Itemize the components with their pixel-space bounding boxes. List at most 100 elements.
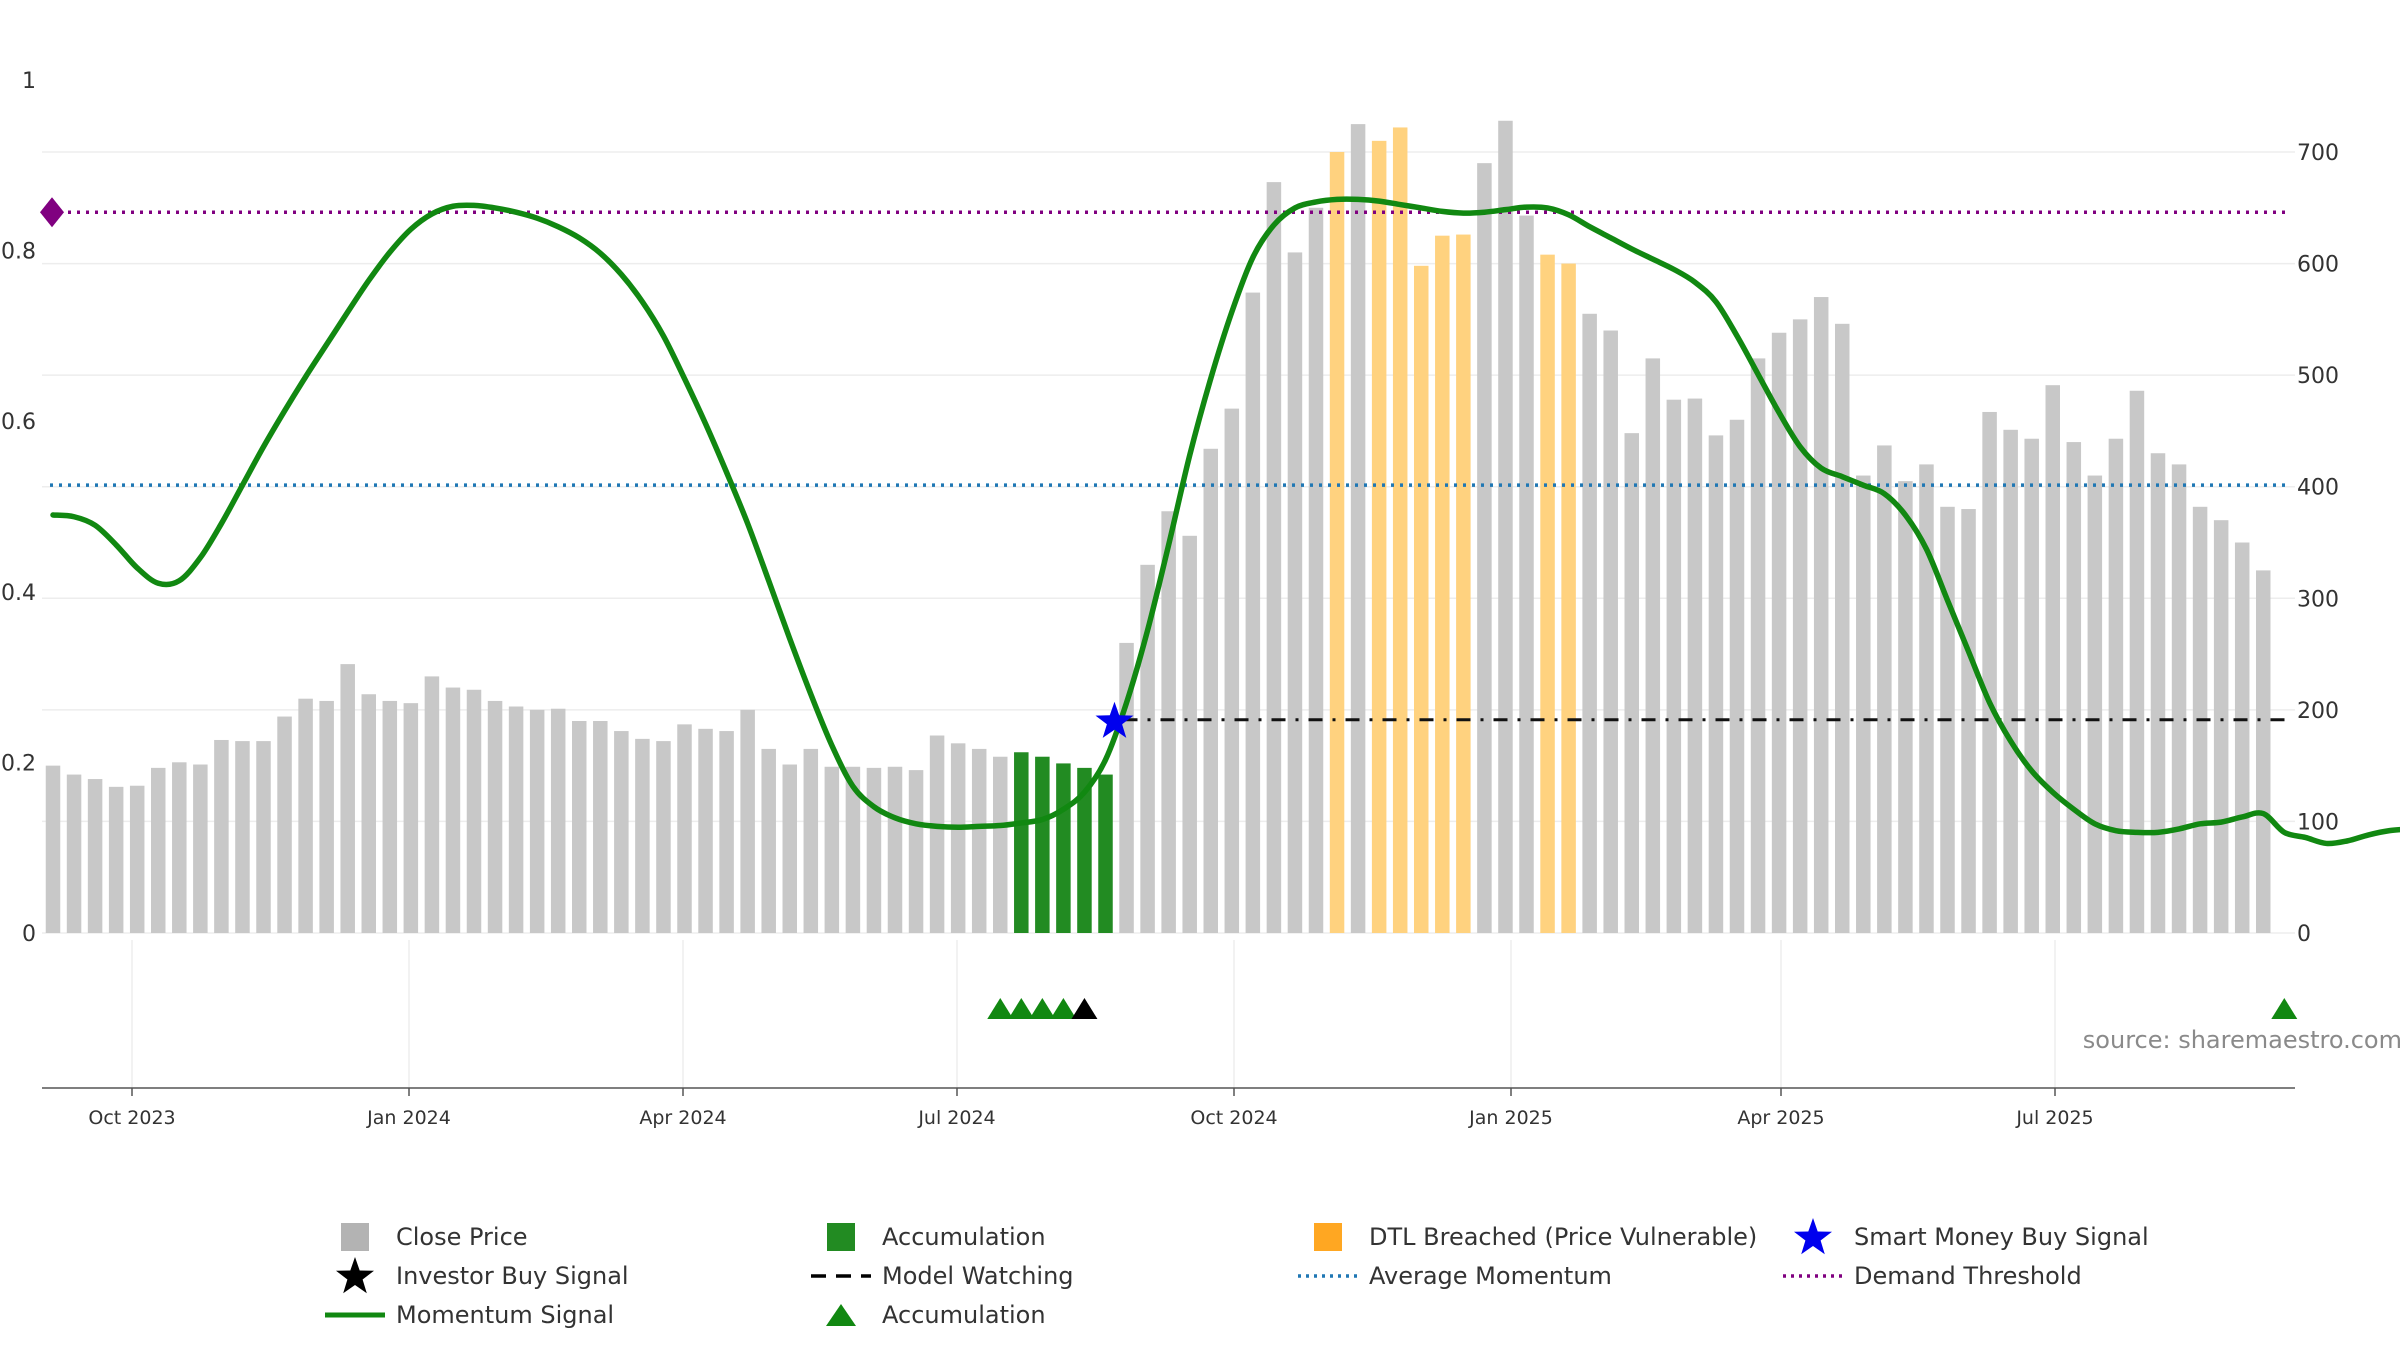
close-price-bar [782, 764, 797, 933]
black-star-icon [336, 1257, 374, 1294]
legend-label: Investor Buy Signal [396, 1262, 629, 1290]
close-price-bar [993, 756, 1008, 933]
legend-label: Accumulation [882, 1223, 1046, 1251]
close-price-bar [1140, 564, 1155, 933]
close-price-bar [108, 786, 124, 933]
accumulation-bar [1077, 767, 1092, 933]
close-price-bar [1624, 433, 1639, 933]
dtl-breached-bar [1414, 265, 1429, 933]
close-price-bar [151, 767, 166, 933]
close-price-bar [424, 676, 440, 933]
close-price-bar [635, 738, 650, 933]
close-price-bar [950, 743, 966, 933]
close-price-bar [824, 766, 840, 933]
x-axis-tick-label: Oct 2024 [1190, 1107, 1277, 1129]
reference-lines [40, 197, 2295, 722]
left-axis-tick-label: 0.8 [1, 240, 36, 265]
signal-markers [987, 701, 2298, 1019]
right-axis-tick-label: 300 [2297, 587, 2339, 612]
x-axis-tick-label: Apr 2024 [639, 1107, 726, 1129]
legend-item: Close Price [341, 1223, 528, 1251]
close-price-bar [193, 764, 208, 933]
accumulation-bar [1098, 774, 1113, 933]
close-price-bar [445, 687, 461, 933]
close-price-bar [382, 700, 398, 933]
legend-item: Smart Money Buy Signal [1794, 1218, 2149, 1255]
accumulation-bar [1056, 763, 1071, 933]
legend-label: Momentum Signal [396, 1301, 614, 1329]
close-price-bar [1750, 358, 1766, 934]
close-price-bar [550, 708, 566, 933]
close-price-bar [1982, 411, 1997, 933]
close-price-bar [2213, 520, 2229, 933]
close-price-bar [1771, 332, 1787, 933]
close-price-bar [403, 703, 419, 933]
close-price-bar [1708, 435, 1724, 933]
left-axis: 0 0.2 0.4 0.6 0.8 1 [1, 69, 36, 947]
close-price-bar [529, 709, 545, 933]
x-axis: Oct 2023 Jan 2024 Apr 2024 Jul 2024 Oct 2024… [42, 1087, 2295, 1129]
close-price-bar [298, 698, 313, 933]
legend-label: Average Momentum [1369, 1262, 1612, 1290]
left-axis-tick-label: 0 [22, 922, 36, 947]
legend-label: Smart Money Buy Signal [1854, 1223, 2149, 1251]
close-price-bar [2129, 390, 2145, 934]
close-price-bar [866, 767, 882, 933]
close-price-bar [1666, 399, 1682, 933]
close-price-bar [466, 689, 482, 933]
close-price-bar [1792, 319, 1808, 933]
close-price-bar [361, 694, 376, 933]
legend: Close Price Accumulation DTL Breached (Pri… [325, 1218, 2149, 1329]
legend-label: Accumulation [882, 1301, 1046, 1329]
close-price-bar [487, 700, 503, 933]
close-price-bar [656, 741, 671, 933]
dtl-breached-bar [1371, 140, 1387, 934]
legend-item: DTL Breached (Price Vulnerable) [1314, 1223, 1757, 1251]
left-axis-tick-label: 0.4 [1, 581, 36, 606]
close-price-bar [803, 748, 819, 933]
legend-item: Average Momentum [1298, 1262, 1612, 1290]
right-axis-tick-label: 500 [2297, 364, 2339, 389]
legend-item: Accumulation [826, 1301, 1046, 1329]
price-bars [45, 120, 2271, 934]
close-price-bar [1961, 509, 1976, 933]
close-price-bar [845, 766, 861, 933]
close-price-bar [2171, 464, 2187, 933]
accumulation-marker [1029, 998, 1056, 1019]
right-axis-tick-label: 0 [2297, 922, 2311, 947]
legend-swatch [1314, 1223, 1342, 1251]
close-price-bar [1161, 511, 1176, 933]
close-price-bar [2150, 453, 2166, 933]
close-price-bar [698, 728, 713, 933]
close-price-bar [1919, 464, 1934, 933]
close-price-bar [256, 741, 271, 933]
smart-money-buy-signal [1095, 701, 1134, 738]
x-axis-tick-label: Jan 2024 [366, 1107, 451, 1129]
right-axis-tick-label: 600 [2297, 253, 2339, 278]
x-axis-tick-label: Jan 2025 [1468, 1107, 1553, 1129]
legend-item: Momentum Signal [325, 1301, 614, 1329]
accumulation-marker [2271, 998, 2298, 1019]
dtl-breached-bar [1456, 234, 1471, 933]
close-price-bar [677, 724, 692, 933]
dtl-breached-bar [1435, 235, 1450, 933]
legend-swatch [341, 1223, 369, 1251]
close-price-bar [508, 706, 524, 933]
close-price-bar [1350, 124, 1366, 934]
source-label: source: sharemaestro.com [2083, 1026, 2400, 1054]
right-axis-tick-label: 100 [2297, 810, 2339, 835]
close-price-bar [572, 721, 587, 933]
close-price-bar [761, 748, 776, 933]
close-price-bar [908, 770, 924, 933]
close-price-bar [1835, 323, 1850, 933]
close-price-bar [214, 739, 229, 933]
close-price-bar [129, 785, 145, 933]
blue-star-icon [1794, 1218, 1832, 1255]
close-price-bar [1603, 330, 1618, 933]
close-price-bar [1582, 313, 1597, 933]
close-price-bar [2003, 429, 2018, 933]
close-price-bar [929, 735, 945, 933]
close-price-bar [719, 731, 734, 933]
close-price-bar [740, 709, 755, 933]
x-axis-tick-label: Jul 2025 [2015, 1107, 2093, 1129]
